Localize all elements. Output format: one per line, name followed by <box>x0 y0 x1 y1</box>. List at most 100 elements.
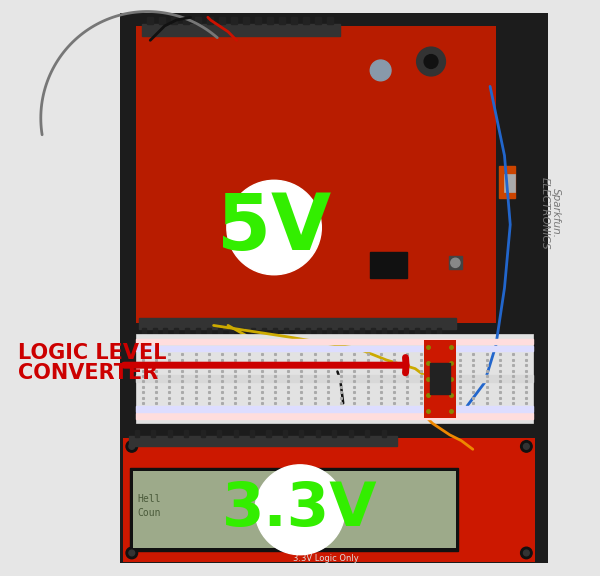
Bar <box>499 166 515 198</box>
Circle shape <box>416 47 445 76</box>
Circle shape <box>129 550 134 556</box>
Bar <box>370 252 407 278</box>
Bar <box>120 13 548 563</box>
Bar <box>430 363 450 394</box>
Bar <box>328 328 331 335</box>
Circle shape <box>370 60 391 81</box>
Circle shape <box>227 180 322 275</box>
Bar <box>349 430 353 437</box>
Bar <box>129 436 397 446</box>
Bar <box>415 328 419 335</box>
Bar <box>449 256 462 269</box>
Bar <box>136 376 533 382</box>
Bar <box>139 318 455 329</box>
Bar <box>136 334 533 423</box>
Bar <box>404 328 408 335</box>
Bar <box>175 328 178 335</box>
Circle shape <box>521 441 532 452</box>
Circle shape <box>129 444 134 449</box>
Bar <box>360 328 364 335</box>
Bar <box>185 328 190 335</box>
Bar <box>266 430 271 437</box>
Bar <box>218 328 222 335</box>
Bar <box>200 430 205 437</box>
Bar <box>172 17 177 24</box>
Bar <box>437 328 441 335</box>
Bar <box>196 328 200 335</box>
Bar <box>240 328 244 335</box>
Bar <box>167 430 172 437</box>
Bar <box>207 328 211 335</box>
Bar <box>142 24 340 36</box>
Bar <box>148 17 153 24</box>
Bar <box>233 430 238 437</box>
Bar <box>504 173 515 192</box>
Bar <box>142 328 146 335</box>
Circle shape <box>126 441 137 452</box>
Bar <box>382 430 386 437</box>
Bar <box>217 430 221 437</box>
Circle shape <box>451 258 460 267</box>
Bar <box>349 328 353 335</box>
Bar <box>332 430 337 437</box>
Bar <box>250 430 254 437</box>
Bar <box>184 17 189 24</box>
Bar <box>316 430 320 437</box>
Bar <box>136 406 533 412</box>
Bar <box>220 17 225 24</box>
Text: CONVERTER: CONVERTER <box>18 363 158 383</box>
Bar <box>251 328 255 335</box>
Circle shape <box>523 444 529 449</box>
Bar <box>304 17 309 24</box>
Circle shape <box>424 55 438 69</box>
Bar <box>196 17 201 24</box>
Bar <box>292 17 297 24</box>
Bar <box>136 346 533 351</box>
Circle shape <box>126 547 137 559</box>
Bar <box>295 328 299 335</box>
Circle shape <box>523 550 529 556</box>
Bar <box>136 413 533 419</box>
Text: Coun: Coun <box>137 507 161 518</box>
Text: 5V: 5V <box>217 190 331 266</box>
Bar <box>229 328 233 335</box>
Bar <box>152 328 157 335</box>
Bar <box>371 328 375 335</box>
Text: LOGIC LEVEL: LOGIC LEVEL <box>18 343 166 362</box>
Bar <box>268 17 273 24</box>
Bar <box>424 340 455 418</box>
Bar <box>136 339 533 344</box>
Bar <box>317 328 320 335</box>
Bar <box>208 17 213 24</box>
Bar <box>136 26 496 323</box>
Bar <box>262 328 266 335</box>
Bar <box>365 430 370 437</box>
Bar <box>134 430 139 437</box>
Text: 3.3V Logic Only: 3.3V Logic Only <box>293 554 359 563</box>
Text: Sparkfun.
ELECTRONICS: Sparkfun. ELECTRONICS <box>540 177 562 249</box>
Bar <box>151 430 155 437</box>
Bar <box>184 430 188 437</box>
Bar <box>160 17 165 24</box>
Bar <box>123 438 535 562</box>
Bar <box>273 328 277 335</box>
Bar <box>283 430 287 437</box>
Bar <box>299 430 304 437</box>
Text: 3.3V: 3.3V <box>222 480 378 539</box>
Bar <box>328 17 333 24</box>
Bar <box>244 17 249 24</box>
Bar <box>256 17 261 24</box>
Bar <box>382 328 386 335</box>
Text: Hell: Hell <box>137 494 161 505</box>
Circle shape <box>521 547 532 559</box>
Bar <box>305 328 310 335</box>
Bar <box>133 471 455 548</box>
Bar <box>232 17 237 24</box>
Circle shape <box>255 465 345 555</box>
Bar <box>338 328 343 335</box>
Bar <box>316 17 321 24</box>
Bar <box>163 328 167 335</box>
Bar <box>280 17 285 24</box>
Bar <box>393 328 397 335</box>
Bar <box>284 328 288 335</box>
